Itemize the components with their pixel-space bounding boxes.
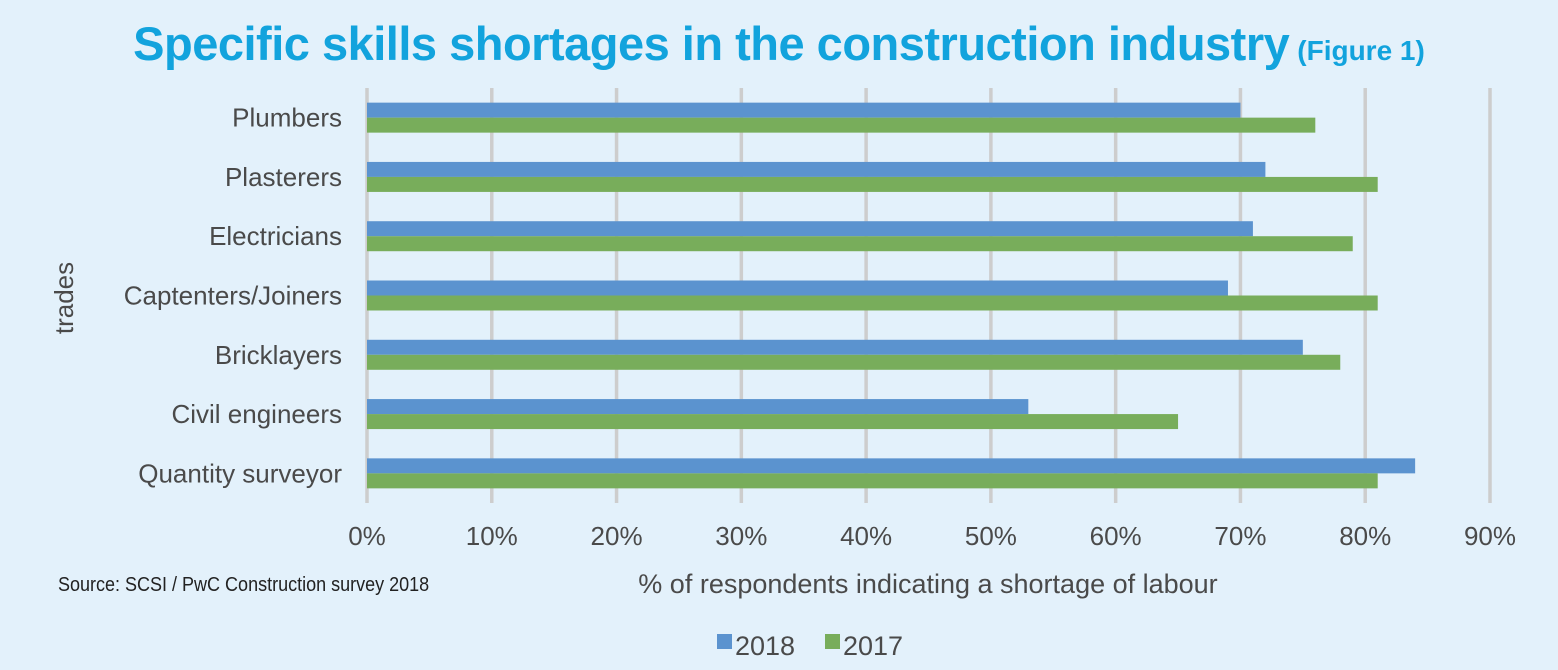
category-labels: Plumbers Plasterers Electricians Captenters… — [124, 103, 343, 489]
category-label: Plasterers — [225, 162, 342, 192]
x-tick-label: 60% — [1090, 521, 1142, 551]
x-tick-label: 20% — [591, 521, 643, 551]
bar-2017 — [367, 236, 1353, 252]
chart-title-main: Specific skills shortages in the constru… — [133, 17, 1290, 70]
bar-2018 — [367, 102, 1241, 118]
x-tick-label: 50% — [965, 521, 1017, 551]
category-label: Electricians — [209, 221, 342, 251]
x-tick-label: 0% — [348, 521, 386, 551]
x-tick-label: 80% — [1339, 521, 1391, 551]
category-label: Civil engineers — [171, 399, 342, 429]
bar-2017 — [367, 473, 1378, 489]
bar-2017 — [367, 176, 1378, 192]
bar-2018 — [367, 458, 1416, 474]
source-note: Source: SCSI / PwC Construction survey 2… — [58, 574, 430, 596]
bar-2017 — [367, 295, 1378, 311]
bar-2017 — [367, 117, 1316, 133]
category-label: Bricklayers — [215, 340, 342, 370]
bar-2018 — [367, 339, 1303, 355]
x-tick-label: 70% — [1214, 521, 1266, 551]
legend-swatch-2017 — [825, 634, 840, 649]
category-label: Plumbers — [232, 103, 342, 133]
x-axis-title: % of respondents indicating a shortage o… — [638, 569, 1217, 599]
legend-label-2017: 2017 — [843, 631, 903, 661]
x-tick-label: 40% — [840, 521, 892, 551]
x-tick-label: 30% — [715, 521, 767, 551]
legend-label-2018: 2018 — [735, 631, 795, 661]
category-label: Quantity surveyor — [138, 458, 342, 488]
x-tick-label: 90% — [1464, 521, 1516, 551]
legend: 2018 2017 — [717, 631, 903, 661]
bar-2018 — [367, 399, 1029, 415]
legend-swatch-2018 — [717, 634, 732, 649]
chart-title: Specific skills shortages in the constru… — [0, 16, 1558, 71]
bar-2018 — [367, 161, 1266, 177]
bar-2017 — [367, 354, 1341, 370]
x-tick-label: 10% — [466, 521, 518, 551]
y-axis-title: trades — [49, 262, 79, 334]
bar-2017 — [367, 414, 1179, 430]
bar-2018 — [367, 221, 1253, 237]
bars — [367, 102, 1416, 489]
category-label: Captenters/Joiners — [124, 281, 342, 311]
bar-2018 — [367, 280, 1228, 296]
chart-title-figure-ref: (Figure 1) — [1297, 35, 1425, 66]
x-tick-labels: 0% 10% 20% 30% 40% 50% 60% 70% 80% 90% — [348, 521, 1516, 551]
